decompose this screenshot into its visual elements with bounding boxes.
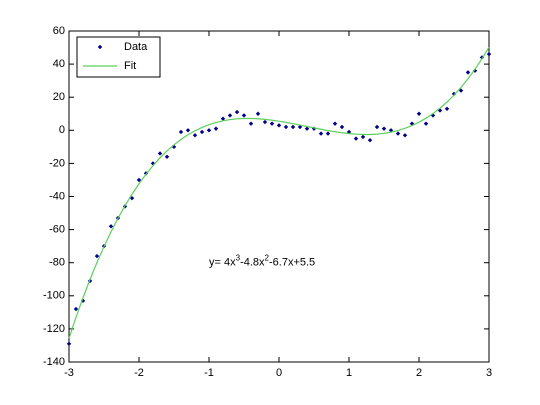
data-point	[297, 124, 303, 130]
data-point	[164, 154, 170, 159]
data-point	[472, 68, 478, 73]
data-point	[486, 51, 492, 57]
data-point	[227, 113, 233, 118]
data-point	[304, 126, 310, 131]
data-point	[290, 124, 296, 130]
data-point	[269, 121, 275, 126]
data-point	[185, 128, 191, 133]
annotation-text: -4.8x	[240, 257, 265, 269]
plot-frame	[68, 30, 490, 363]
y-tick-label: -20	[49, 157, 65, 169]
data-point	[374, 124, 380, 130]
data-point	[171, 144, 177, 150]
data-point	[129, 195, 135, 201]
data-point	[458, 88, 464, 93]
data-point	[108, 224, 114, 229]
legend-label: Data	[124, 41, 148, 53]
data-point	[157, 151, 163, 156]
data-point	[255, 111, 261, 116]
data-point	[360, 134, 366, 140]
data-point	[206, 128, 212, 133]
y-tick-label: 60	[53, 25, 65, 37]
annotation-text: -6.7x+5.5	[269, 257, 315, 269]
data-point	[199, 129, 205, 135]
data-point	[311, 126, 317, 131]
data-point	[465, 70, 471, 75]
legend-marker	[97, 44, 103, 50]
x-tick-label: 0	[276, 367, 282, 379]
data-point	[416, 111, 422, 116]
y-tick-label: -40	[49, 190, 65, 202]
data-point	[66, 341, 72, 346]
x-tick-label: -2	[134, 367, 144, 379]
data-point	[444, 106, 450, 111]
data-point	[339, 124, 345, 130]
legend-label: Fit	[124, 60, 136, 72]
annotation-text: y= 4x	[209, 257, 236, 269]
data-point	[451, 91, 457, 97]
data-point	[213, 126, 219, 131]
data-point	[248, 121, 254, 126]
data-point	[192, 133, 198, 138]
y-tick-label: 20	[53, 91, 65, 103]
y-tick-label: 40	[53, 58, 65, 70]
data-point	[318, 131, 324, 136]
data-point	[325, 131, 331, 136]
data-point	[479, 55, 485, 60]
data-point	[234, 109, 240, 115]
data-point	[332, 121, 338, 126]
data-point	[241, 113, 247, 118]
data-point	[276, 123, 282, 128]
x-tick-label: 1	[346, 367, 352, 379]
data-point	[283, 124, 289, 130]
x-tick-label: 3	[486, 367, 492, 379]
x-tick-label: -1	[204, 367, 214, 379]
annotation-superscript: 3	[236, 254, 241, 263]
y-tick-label: -60	[49, 224, 65, 236]
y-tick-label: -140	[43, 356, 65, 368]
data-point	[402, 133, 408, 138]
annotation-superscript: 2	[265, 254, 270, 263]
y-tick-label: 0	[59, 124, 65, 136]
x-tick-label: 2	[416, 367, 422, 379]
data-point	[94, 253, 100, 259]
data-point	[367, 138, 373, 143]
legend-box	[76, 36, 161, 78]
y-tick-label: -120	[43, 323, 65, 335]
y-tick-label: -80	[49, 257, 65, 269]
fit-line	[68, 46, 490, 339]
data-point	[73, 306, 79, 312]
x-tick-label: -3	[64, 367, 74, 379]
data-point	[423, 121, 429, 126]
annotation: y= 4x3-4.8x2-6.7x+5.5	[209, 254, 315, 269]
y-tick-label: -100	[43, 290, 65, 302]
data-point	[353, 136, 359, 141]
data-point	[395, 131, 401, 136]
data-point	[220, 116, 226, 121]
data-point	[136, 177, 142, 183]
data-point	[437, 108, 443, 113]
data-point	[150, 161, 156, 166]
data-point	[381, 126, 387, 131]
data-point	[262, 119, 268, 125]
data-point	[178, 129, 184, 135]
